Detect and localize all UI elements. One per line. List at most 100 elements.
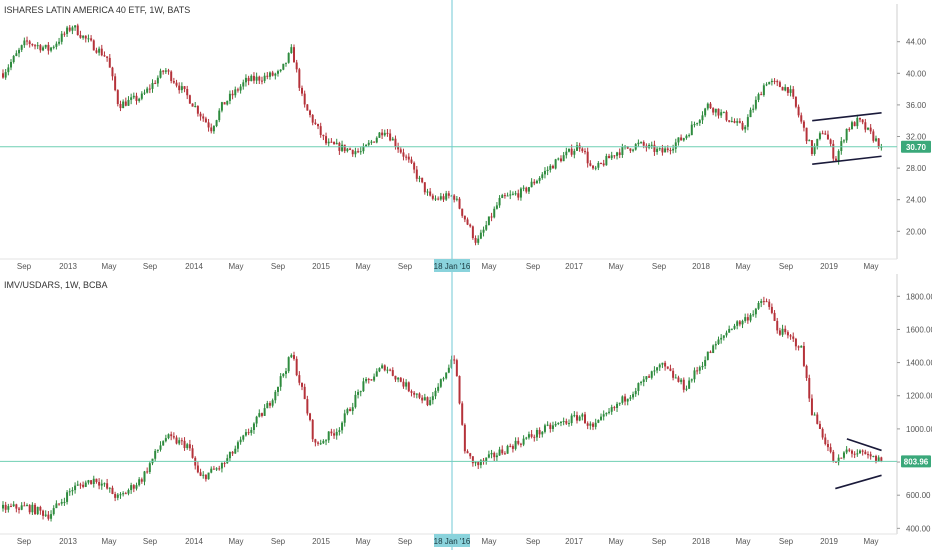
candle	[533, 179, 536, 186]
candle	[79, 482, 82, 489]
x-tick-label: 2013	[59, 537, 77, 546]
candle	[405, 379, 408, 390]
candle	[453, 194, 456, 203]
crosshair-cursor: 18 Jan '16 18 Jan '16	[434, 0, 471, 550]
candle	[495, 452, 498, 462]
candle	[114, 491, 117, 502]
candle	[218, 465, 221, 471]
candle	[525, 436, 528, 440]
candle	[861, 119, 864, 125]
trend-line[interactable]	[835, 474, 882, 490]
trend-line[interactable]	[846, 438, 882, 452]
candle	[159, 68, 162, 79]
candle	[381, 129, 384, 139]
candle	[584, 411, 587, 424]
candle	[327, 431, 330, 443]
candle	[613, 405, 616, 411]
candle	[693, 121, 696, 128]
candle	[146, 467, 149, 474]
candle	[538, 176, 541, 184]
candle	[194, 456, 197, 470]
candle	[100, 44, 103, 57]
candle	[466, 449, 469, 454]
y-tick-label: 32.00	[906, 133, 927, 142]
trend-line[interactable]	[812, 155, 882, 165]
last-price-label: 803.96	[904, 457, 929, 466]
candle	[423, 182, 426, 195]
x-tick-label: May	[355, 262, 370, 271]
candle	[175, 79, 178, 88]
candle	[106, 478, 109, 490]
upper-pane[interactable]: ISHARES LATIN AMERICA 40 ETF, 1W, BATS 2…	[0, 4, 931, 259]
candle	[207, 472, 210, 480]
candle	[68, 25, 71, 33]
candle	[621, 395, 624, 405]
x-tick-label: Sep	[398, 262, 413, 271]
candle	[34, 44, 37, 50]
x-tick-label: May	[608, 537, 623, 546]
candle	[215, 119, 218, 128]
candle	[71, 487, 74, 496]
candle	[522, 435, 525, 447]
candle	[162, 440, 165, 446]
candle	[66, 25, 69, 37]
candle	[7, 503, 10, 513]
lower-pane[interactable]: IMV/USDARS, 1W, BCBA 400.00600.00800.001…	[0, 274, 932, 534]
candle	[84, 35, 87, 43]
candle	[514, 190, 517, 196]
candle	[832, 449, 835, 463]
candle	[746, 114, 749, 131]
candle	[314, 119, 317, 125]
candle	[829, 138, 832, 147]
candle	[258, 75, 261, 85]
candle	[90, 35, 93, 42]
candle	[319, 122, 322, 138]
last-price-tag	[901, 140, 931, 153]
candle	[362, 143, 365, 154]
candle	[434, 195, 437, 202]
candle	[776, 79, 779, 87]
candle	[688, 377, 691, 390]
candle	[749, 107, 752, 118]
candle	[479, 459, 482, 469]
candle	[861, 449, 864, 456]
candle	[802, 341, 805, 368]
candle	[754, 96, 757, 111]
candle	[768, 81, 771, 85]
candle	[698, 119, 701, 126]
candle	[167, 68, 170, 75]
trend-line[interactable]	[812, 112, 882, 122]
candle	[805, 127, 808, 144]
candle	[346, 407, 349, 416]
candle	[474, 235, 477, 246]
candle	[138, 477, 141, 487]
candle	[549, 164, 552, 173]
candle	[706, 102, 709, 111]
candle	[391, 367, 394, 377]
candle	[132, 92, 135, 100]
candle	[493, 451, 496, 462]
candle	[688, 133, 691, 138]
candle	[271, 70, 274, 77]
candle	[298, 67, 301, 91]
candle	[744, 125, 747, 133]
candle	[100, 479, 103, 490]
candle	[252, 422, 255, 434]
candle	[156, 449, 159, 453]
candle	[370, 379, 373, 381]
y-tick-label: 400.00	[906, 524, 931, 533]
candle	[517, 437, 520, 446]
candle	[589, 160, 592, 167]
candle	[164, 434, 167, 443]
candle	[199, 468, 202, 477]
candle	[234, 445, 237, 454]
x-tick-label: 2013	[59, 262, 77, 271]
candle	[63, 497, 66, 506]
candle	[60, 30, 63, 45]
candle	[271, 398, 274, 408]
candle	[346, 148, 349, 153]
candle	[354, 147, 357, 158]
candle	[594, 165, 597, 171]
candle	[578, 415, 581, 422]
